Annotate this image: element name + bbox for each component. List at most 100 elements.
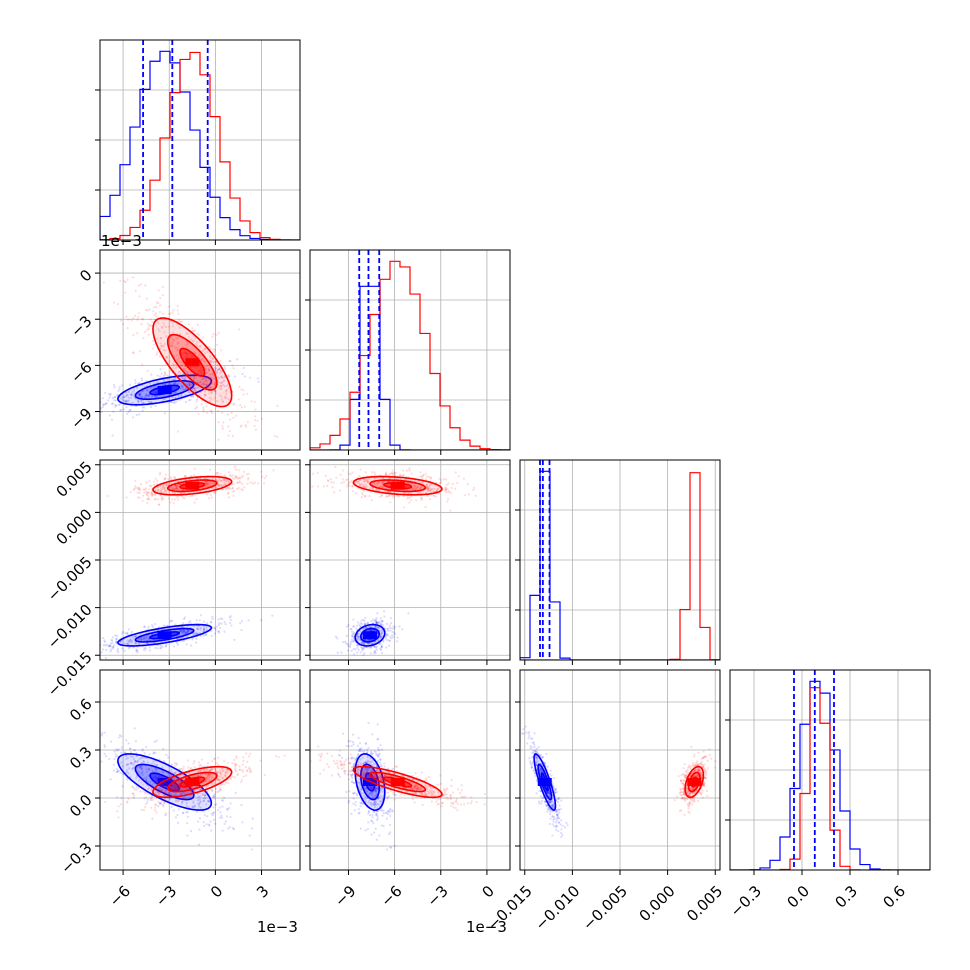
scatter-point [210,376,214,379]
scatter-point [129,490,132,494]
scatter-point [373,649,376,653]
scatter-point [350,640,353,643]
scatter-point [91,399,93,401]
scatter-point [209,482,212,485]
scatter-point [420,792,423,796]
scatter-point [384,473,388,477]
scatter-point [148,394,151,398]
scatter-point [138,779,141,782]
scatter-point [186,792,189,795]
scatter-point [214,485,218,488]
scatter-point [162,484,165,487]
scatter-point [348,799,351,803]
scatter-point [128,747,132,750]
scatter-point [162,799,166,802]
scatter-point [385,632,388,635]
scatter-point [203,813,206,816]
scatter-point [232,482,235,486]
scatter-point [206,350,209,354]
scatter-point [193,789,196,792]
scatter-point [81,396,83,398]
scatter-point [351,632,354,636]
scatter-point [168,497,171,500]
scatter-point [240,619,244,623]
scatter-point [163,490,166,493]
scatter-point [145,493,149,496]
scatter-point [171,794,174,797]
scatter-point [235,755,238,758]
scatter-point [227,761,230,765]
scatter-point [134,740,137,743]
scatter-point [135,413,139,417]
scatter-point [213,626,217,630]
scatter-point [147,393,151,396]
scatter-point [380,646,383,649]
scatter-point [381,790,384,793]
scatter-point [391,471,394,475]
scatter-point [211,796,215,799]
scatter-point [157,328,160,331]
scatter-point [219,384,223,388]
scatter-point [206,790,209,793]
scatter-point [173,762,176,765]
scatter-point [201,793,204,796]
scatter-point [164,791,167,794]
scatter-point [224,487,227,490]
scatter-point [197,802,200,805]
scatter-point [210,391,213,395]
scatter-point [137,316,140,319]
scatter-point [198,817,202,820]
scatter-point [460,789,463,792]
scatter-point [339,473,342,476]
scatter-point [193,760,196,763]
scatter-point [422,473,425,476]
scatter-point [161,344,164,347]
scatter-point [184,797,187,800]
scatter-point [155,305,158,308]
scatter-point [122,630,125,633]
scatter-point [216,756,220,760]
scatter-point [162,624,165,627]
scatter-point [213,396,216,399]
scatter-point [139,394,142,397]
scatter-point [89,643,91,645]
scatter-point [137,284,141,287]
scatter-point [371,820,374,823]
scatter-point [393,793,396,797]
scatter-point [376,787,379,790]
scatter-point [203,390,207,393]
scatter-point [210,789,213,793]
scatter-point [218,477,221,481]
scatter-point [388,639,391,642]
scatter-point [202,627,206,630]
scatter-point [242,470,246,473]
scatter-point [160,497,163,500]
scatter-point [198,763,201,766]
scatter-point [113,395,116,399]
scatter-point [216,779,219,782]
scatter-point [154,768,158,771]
scatter-point [190,338,193,341]
scatter-point [199,774,202,777]
scatter-point [196,820,200,823]
scatter-point [380,494,384,498]
scatter-point [126,326,129,330]
scatter-point [254,428,258,431]
scatter-point [218,789,221,792]
scatter-point [218,372,222,375]
scatter-point [345,642,348,645]
scatter-point [356,624,359,627]
scatter-point [218,779,221,782]
scatter-point [217,623,221,627]
scatter-point [352,763,356,767]
scatter-point [169,797,172,800]
scatter-point [111,434,114,437]
scatter-point [413,484,416,487]
scatter-point [208,772,211,775]
scatter-point [150,787,154,790]
scatter-point [179,394,183,397]
scatter-point [223,484,227,487]
scatter-point [116,770,119,773]
scatter-point [245,774,248,777]
scatter-point [164,349,167,352]
